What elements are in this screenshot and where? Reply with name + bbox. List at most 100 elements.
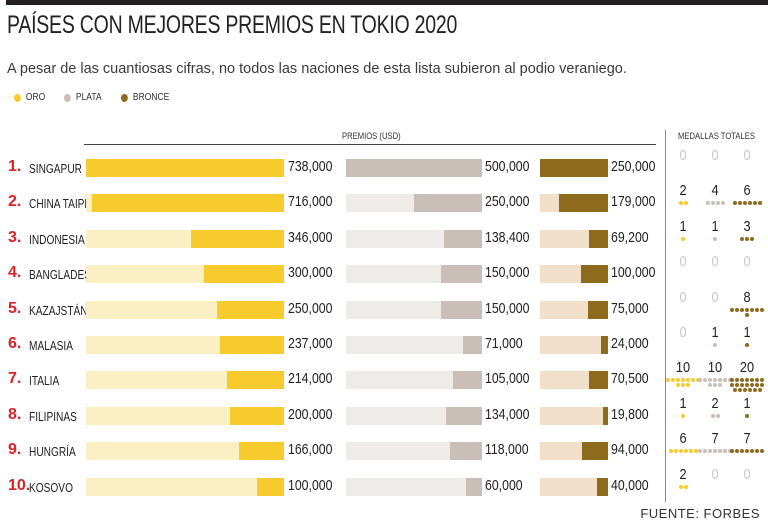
bronce-medal-dot [730, 382, 734, 387]
bronce-medal-dot [755, 307, 759, 312]
bronce-bar-track [540, 336, 608, 354]
plata-medal-dot [718, 448, 722, 453]
bronce-medal-dot [735, 307, 739, 312]
bronce-medal-count: 8 [743, 289, 751, 306]
bronce-medal-dot [760, 307, 764, 312]
oro-medal-dot [683, 484, 688, 489]
bronce-medal-count: 0 [743, 466, 751, 483]
plata-medal-dot [723, 448, 727, 453]
legend-bronce-dot [121, 93, 128, 102]
oro-bar-track [86, 442, 284, 460]
bronce-value-label: 75,000 [611, 300, 649, 317]
plata-bar [453, 371, 482, 389]
bronce-bar [589, 230, 608, 248]
plata-medal-count: 0 [711, 466, 719, 483]
legend-plata-label: PLATA [75, 92, 102, 103]
plata-medal-dot [710, 200, 715, 205]
plata-value-label: 250,000 [485, 193, 530, 210]
bronce-medal-count: 1 [743, 395, 751, 412]
rank-number: 4. [8, 264, 22, 281]
bronce-medal-count: 0 [743, 253, 751, 270]
bronce-medal-dot [745, 342, 749, 347]
bronce-value-label: 179,000 [611, 193, 656, 210]
plata-bar [346, 159, 482, 177]
legend-oro-dot [14, 93, 21, 102]
bronce-medal-dot [750, 377, 754, 382]
plata-bar [465, 478, 482, 496]
oro-bar [216, 301, 284, 319]
oro-medal-dot [681, 382, 685, 387]
plata-medal-dots [697, 413, 733, 418]
oro-medal-dot [683, 448, 688, 453]
oro-medal-dots [665, 413, 701, 418]
bronce-medal-dot [745, 448, 749, 453]
bronce-medal-dot [745, 236, 749, 241]
plata-medal-dot [720, 200, 725, 205]
oro-bar [86, 159, 284, 177]
oro-value-label: 738,000 [288, 158, 333, 175]
oro-bar [191, 230, 284, 248]
bronce-medal-dot [752, 200, 757, 205]
oro-bar [220, 336, 284, 354]
bronce-medal-dot [735, 448, 739, 453]
plata-value-label: 60,000 [485, 477, 523, 494]
top-rule [6, 0, 768, 5]
plata-medal-count: 1 [711, 324, 719, 341]
bronce-bar-track [540, 407, 608, 425]
oro-bar-track [86, 478, 284, 496]
plata-medal-dots [697, 377, 733, 387]
header-rule [84, 144, 656, 145]
oro-medal-count: 0 [679, 324, 687, 341]
plata-medal-count: 4 [711, 182, 719, 199]
bronce-medal-dot [745, 382, 749, 387]
oro-bar-track [86, 407, 284, 425]
bronce-medal-dot [745, 413, 749, 418]
bronce-medal-dot [747, 387, 752, 392]
oro-medal-dot [693, 448, 698, 453]
plata-bar-track [346, 159, 482, 177]
plata-bar [414, 194, 482, 212]
oro-bar [203, 265, 284, 283]
plata-medal-dot [713, 236, 717, 241]
oro-medal-count: 0 [679, 289, 687, 306]
bronce-medal-dot [735, 377, 739, 382]
oro-bar-track [86, 336, 284, 354]
plata-medal-dot [708, 377, 712, 382]
country-name: HUNGRÍA [29, 444, 76, 459]
bronce-medal-count: 7 [743, 430, 751, 447]
bronce-medal-dot [745, 312, 749, 317]
plata-medal-dot [713, 342, 717, 347]
oro-bar-track [86, 230, 284, 248]
plata-medal-count: 0 [711, 253, 719, 270]
bronce-medal-dot [755, 382, 759, 387]
medal-divider [665, 130, 666, 502]
oro-medal-dot [686, 382, 690, 387]
oro-medal-dot [676, 377, 680, 382]
oro-medal-dots [665, 200, 701, 205]
oro-bar-track [86, 301, 284, 319]
oro-medal-count: 2 [679, 182, 687, 199]
bronce-medal-dots [729, 413, 765, 418]
bronce-medal-dot [745, 307, 749, 312]
bronce-bar-track [540, 301, 608, 319]
plata-bar-track [346, 336, 482, 354]
bronce-medal-dot [757, 387, 762, 392]
oro-value-label: 214,000 [288, 370, 333, 387]
plata-medal-dots [697, 200, 733, 205]
legend-bronce-label: BRONCE [132, 92, 170, 103]
bronce-bar [559, 194, 608, 212]
oro-medal-dot [676, 382, 680, 387]
oro-bar-track [86, 371, 284, 389]
bronce-medal-dot [755, 448, 759, 453]
bronce-medal-dot [730, 307, 734, 312]
oro-value-label: 200,000 [288, 406, 333, 423]
bronce-bar [587, 301, 608, 319]
bronce-medal-count: 0 [743, 147, 751, 164]
bronce-medal-dot [740, 307, 744, 312]
bronce-medal-count: 6 [743, 182, 751, 199]
oro-medal-count: 0 [679, 147, 687, 164]
bronce-medal-dot [735, 382, 739, 387]
oro-medal-dot [681, 377, 685, 382]
legend-plata: PLATA [64, 92, 102, 103]
legend-bronce: BRONCE [121, 92, 169, 103]
